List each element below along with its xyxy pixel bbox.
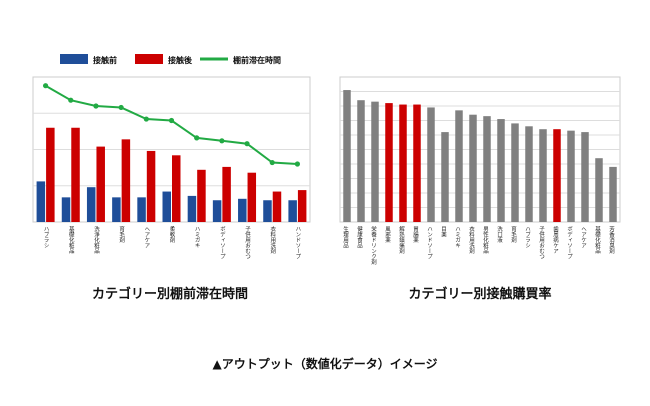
bar-after bbox=[146, 150, 156, 222]
x-tick-label: 洗口液 bbox=[496, 225, 503, 244]
x-tick-label: 風邪薬 bbox=[384, 226, 391, 244]
bar bbox=[455, 110, 463, 222]
line-point bbox=[68, 97, 74, 103]
bar bbox=[525, 126, 533, 222]
x-tick-label: 歯周病ケア bbox=[552, 225, 559, 254]
legend-label: 棚前滞在時間 bbox=[233, 55, 281, 65]
bar bbox=[497, 119, 505, 222]
legend: 接触前 接触後 棚前滞在時間 bbox=[60, 54, 281, 65]
x-tick-label: 目薬 bbox=[440, 226, 447, 239]
bar bbox=[553, 129, 561, 222]
legend-label: 接触前 bbox=[93, 55, 117, 65]
bar-before bbox=[112, 197, 121, 222]
x-tick-label: ハブラシ bbox=[524, 226, 531, 248]
bar-after bbox=[197, 169, 206, 222]
right-chart: 生理用品 健康食品 栄養ドリンク剤 風邪薬 解熱鎮痛剤 胃腸薬 ハンドソープ 目薬 ハミガキ 衣料… bbox=[335, 40, 625, 270]
right-chart-title: カテゴリー別接触購買率 bbox=[408, 287, 552, 302]
x-tick-label: 衣料用洗剤 bbox=[468, 225, 475, 255]
x-tick-label: 栄養ドリンク剤 bbox=[370, 225, 377, 266]
bar bbox=[427, 107, 435, 222]
x-tick-label: 衣料用洗剤 bbox=[269, 225, 276, 255]
x-tick-label: ハブラシ bbox=[43, 226, 50, 248]
x-tick-label: 胃腸薬 bbox=[412, 226, 419, 244]
x-tick-label: ハミガキ bbox=[194, 226, 201, 248]
bar-before bbox=[238, 198, 247, 222]
line-point bbox=[143, 116, 149, 122]
x-tick-label: 子供用おむつ bbox=[244, 226, 251, 260]
legend-bar-swatch bbox=[60, 54, 88, 64]
bar-before bbox=[288, 200, 297, 222]
footer-caption: ▲アウトプット（数値化データ）イメージ bbox=[212, 357, 438, 371]
right-chart-svg: 生理用品 健康食品 栄養ドリンク剤 風邪薬 解熱鎮痛剤 胃腸薬 ハンドソープ 目薬 ハミガキ 衣料… bbox=[339, 76, 621, 266]
line-point bbox=[219, 138, 225, 144]
left-chart: 接触前 接触後 棚前滞在時間ハブラシ 基礎化粧品 洗浄化粧品 育毛剤 ヘアケア 柔軟剤 ハミガキ… bbox=[25, 40, 315, 270]
line-point bbox=[93, 103, 99, 109]
x-tick-label: 育毛剤 bbox=[118, 225, 125, 244]
bar-after bbox=[222, 166, 231, 222]
x-tick-label: ハンドソープ bbox=[426, 226, 433, 259]
bar bbox=[413, 104, 421, 222]
bar-before bbox=[263, 200, 272, 222]
bar-after bbox=[172, 155, 181, 222]
bar bbox=[399, 104, 407, 222]
line-point bbox=[118, 104, 124, 111]
left-chart-title: カテゴリー別棚前滞在時間 bbox=[91, 287, 248, 302]
x-tick-label: 男性化粧品 bbox=[482, 226, 489, 255]
bar bbox=[371, 101, 379, 222]
bar bbox=[511, 123, 519, 222]
bar-after bbox=[71, 127, 80, 222]
line-point bbox=[42, 83, 49, 89]
bar bbox=[567, 130, 575, 222]
line-series bbox=[45, 84, 298, 165]
bar-after bbox=[297, 190, 307, 222]
line-point bbox=[294, 161, 301, 167]
bar-before bbox=[36, 181, 46, 222]
x-tick-label: ヘアケア bbox=[143, 226, 150, 248]
legend-label: 接触後 bbox=[168, 55, 193, 65]
bar-after bbox=[272, 191, 282, 222]
x-tick-label: 育毛剤 bbox=[510, 225, 517, 244]
bar bbox=[343, 90, 351, 222]
bar bbox=[385, 103, 393, 222]
bar-before bbox=[61, 197, 71, 222]
bar bbox=[595, 158, 603, 222]
line-point bbox=[269, 159, 275, 166]
bar bbox=[539, 129, 547, 222]
bar-after bbox=[247, 172, 257, 222]
x-tick-label: 解熱鎮痛剤 bbox=[398, 225, 405, 255]
x-tick-label: ハミガキ bbox=[454, 226, 461, 248]
x-tick-label: 柔軟剤 bbox=[169, 225, 176, 244]
line-point bbox=[244, 141, 250, 147]
bar bbox=[483, 116, 491, 222]
x-tick-label: 基礎化粧品 bbox=[594, 225, 601, 255]
bar-after bbox=[46, 127, 55, 222]
bar-after bbox=[121, 139, 131, 222]
x-tick-label: 洗浄化粧品 bbox=[93, 225, 100, 255]
bar bbox=[581, 132, 589, 222]
x-tick-label: 基礎化粧品 bbox=[68, 225, 75, 255]
legend-bar-swatch bbox=[135, 54, 163, 64]
line-point bbox=[194, 135, 200, 141]
x-tick-label: ハンドソープ bbox=[294, 226, 301, 259]
bar bbox=[469, 114, 477, 222]
bar bbox=[357, 100, 365, 222]
line-point bbox=[168, 117, 175, 124]
x-tick-label: 健康食品 bbox=[356, 225, 363, 250]
bar-after bbox=[96, 146, 105, 222]
bar-before bbox=[187, 195, 197, 222]
bar-before bbox=[162, 191, 171, 222]
bar-before bbox=[86, 187, 96, 222]
x-tick-label: ヘアケア bbox=[580, 226, 587, 248]
x-tick-label: 子供用おむつ bbox=[538, 226, 545, 260]
bar-before bbox=[212, 200, 222, 222]
x-tick-label: ボディソープ bbox=[566, 226, 573, 260]
bar bbox=[441, 132, 449, 222]
bar bbox=[609, 166, 617, 222]
x-tick-label: 生理用品 bbox=[342, 225, 349, 250]
bar-before bbox=[137, 197, 146, 222]
x-tick-label: ボディソープ bbox=[219, 226, 226, 260]
x-tick-label: 芳香消臭剤 bbox=[608, 225, 615, 255]
